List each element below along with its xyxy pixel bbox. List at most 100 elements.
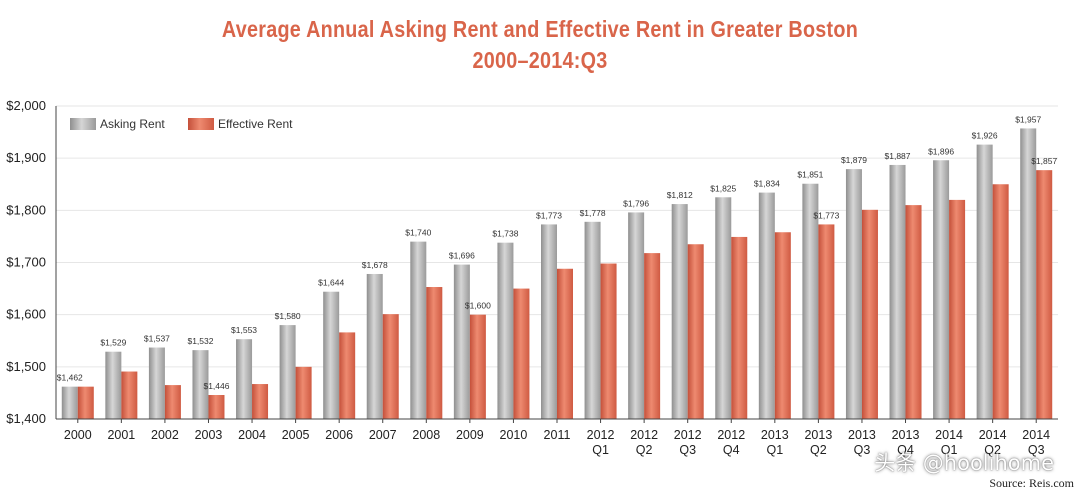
x-tick-label: Q4 xyxy=(723,443,740,457)
effective-rent-bar xyxy=(905,205,922,419)
asking-rent-data-label: $1,537 xyxy=(144,334,170,344)
effective-rent-bar xyxy=(426,287,443,419)
effective-rent-bar xyxy=(339,332,356,419)
effective-rent-data-label: $1,600 xyxy=(465,301,491,311)
effective-rent-bar xyxy=(600,263,617,419)
asking-rent-data-label: $1,740 xyxy=(405,228,431,238)
effective-rent-data-label: $1,773 xyxy=(813,210,839,220)
asking-rent-bar xyxy=(236,339,253,419)
asking-rent-data-label: $1,529 xyxy=(100,338,126,348)
effective-rent-bar xyxy=(382,314,399,419)
legend-label-effective-rent: Effective Rent xyxy=(218,117,293,131)
x-tick-label: 2013 xyxy=(761,428,789,442)
effective-rent-bar xyxy=(861,209,878,419)
asking-rent-bar xyxy=(715,197,732,419)
effective-rent-bar xyxy=(121,371,138,419)
y-tick-label: $1,500 xyxy=(6,359,46,374)
y-tick-label: $1,600 xyxy=(6,307,46,322)
y-tick-label: $2,000 xyxy=(6,98,46,113)
y-tick-label: $1,700 xyxy=(6,255,46,270)
asking-rent-data-label: $1,462 xyxy=(57,373,83,383)
x-tick-label: Q2 xyxy=(810,443,827,457)
asking-rent-data-label: $1,825 xyxy=(710,183,736,193)
asking-rent-bar xyxy=(148,347,165,419)
x-tick-label: 2007 xyxy=(369,428,397,442)
asking-rent-data-label: $1,644 xyxy=(318,278,344,288)
asking-rent-data-label: $1,580 xyxy=(275,311,301,321)
x-tick-label: 2012 xyxy=(717,428,745,442)
asking-rent-data-label: $1,926 xyxy=(972,131,998,141)
asking-rent-data-label: $1,957 xyxy=(1015,114,1041,124)
asking-rent-bar xyxy=(802,183,819,419)
x-tick-label: 2011 xyxy=(544,428,571,442)
asking-rent-bar xyxy=(410,241,427,419)
effective-rent-bar xyxy=(1036,170,1053,419)
y-tick-label: $1,900 xyxy=(6,150,46,165)
x-tick-label: Q3 xyxy=(854,443,871,457)
asking-rent-bar xyxy=(845,169,862,419)
x-tick-label: 2012 xyxy=(674,428,702,442)
asking-rent-data-label: $1,851 xyxy=(797,170,823,180)
x-tick-label: 2004 xyxy=(238,428,266,442)
effective-rent-bar xyxy=(557,268,573,419)
x-tick-label: 2005 xyxy=(282,428,310,442)
asking-rent-bar xyxy=(366,273,383,419)
asking-rent-data-label: $1,678 xyxy=(362,260,388,270)
x-tick-label: Q2 xyxy=(636,443,653,457)
legend-label-asking-rent: Asking Rent xyxy=(100,117,165,131)
effective-rent-bar xyxy=(818,224,835,419)
x-tick-label: 2000 xyxy=(64,428,92,442)
asking-rent-bar xyxy=(453,264,470,419)
asking-rent-data-label: $1,738 xyxy=(492,229,518,239)
asking-rent-bar xyxy=(105,351,122,419)
asking-rent-data-label: $1,796 xyxy=(623,198,649,208)
effective-rent-bar xyxy=(774,232,791,419)
asking-rent-bar xyxy=(758,192,775,419)
x-tick-label: Q2 xyxy=(984,443,1001,457)
asking-rent-bar xyxy=(192,350,209,419)
effective-rent-bar xyxy=(992,184,1009,419)
bars xyxy=(61,128,1053,419)
legend-swatch-effective-rent xyxy=(188,118,214,130)
asking-rent-data-label: $1,532 xyxy=(187,336,213,346)
y-axis: $1,400 $1,500 $1,600 $1,700 $1,800 $1,900 $2,0… xyxy=(6,98,57,426)
x-tick-label: 2013 xyxy=(892,428,920,442)
x-tick-label: Q1 xyxy=(941,443,958,457)
x-tick-label: 2002 xyxy=(151,428,179,442)
asking-rent-bar xyxy=(933,160,950,419)
x-tick-label: 2014 xyxy=(1022,428,1050,442)
effective-rent-bar xyxy=(295,366,312,419)
asking-rent-data-label: $1,896 xyxy=(928,146,954,156)
data-labels: $1,462 $1,529 $1,537 $1,532 $1,553 $1,580 $1,6… xyxy=(57,114,1058,391)
effective-rent-bar xyxy=(949,199,966,419)
asking-rent-bar xyxy=(889,164,906,419)
x-tick-label: 2013 xyxy=(848,428,876,442)
effective-rent-data-label: $1,857 xyxy=(1031,156,1057,166)
asking-rent-data-label: $1,812 xyxy=(667,190,693,200)
legend-swatch-asking-rent xyxy=(70,118,96,130)
asking-rent-bar xyxy=(1020,128,1037,419)
x-tick-label: 2003 xyxy=(195,428,223,442)
x-tick-label: 2001 xyxy=(107,428,135,442)
effective-rent-bar xyxy=(252,384,269,419)
chart-subtitle: 2000–2014:Q3 xyxy=(472,47,608,73)
effective-rent-bar xyxy=(644,253,661,419)
effective-rent-bar xyxy=(687,244,704,419)
source-note: Source: Reis.com xyxy=(989,476,1074,490)
x-tick-label: 2013 xyxy=(804,428,832,442)
asking-rent-bar xyxy=(584,221,601,419)
x-tick-label: Q1 xyxy=(592,443,609,457)
asking-rent-data-label: $1,887 xyxy=(885,151,911,161)
asking-rent-bar xyxy=(323,291,340,419)
asking-rent-bar xyxy=(497,242,514,419)
effective-rent-data-label: $1,446 xyxy=(203,381,229,391)
asking-rent-bar xyxy=(671,204,688,419)
asking-rent-bar xyxy=(61,386,78,419)
x-tick-label: 2008 xyxy=(412,428,440,442)
asking-rent-data-label: $1,879 xyxy=(841,155,867,165)
asking-rent-bar xyxy=(279,325,296,419)
asking-rent-data-label: $1,553 xyxy=(231,325,257,335)
effective-rent-bar xyxy=(469,314,486,419)
x-tick-label: 2010 xyxy=(500,428,528,442)
